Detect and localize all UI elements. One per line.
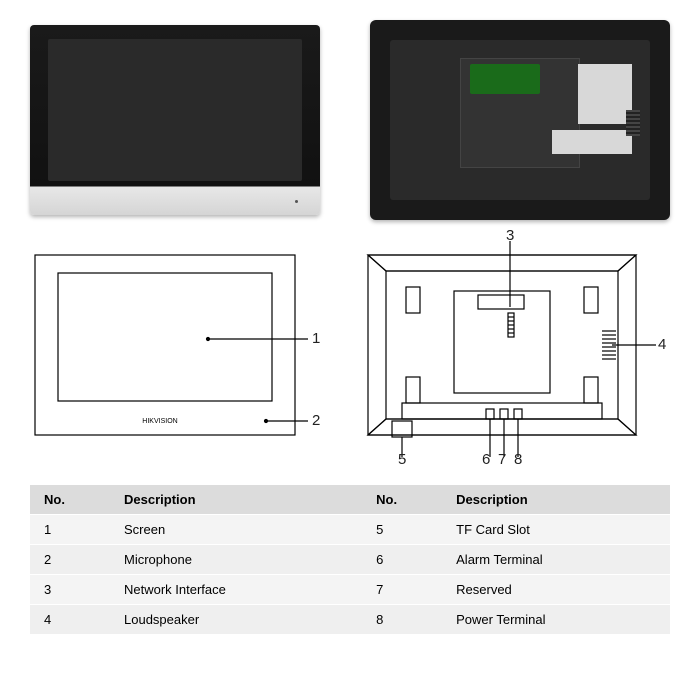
cell-desc: Reserved	[442, 575, 670, 605]
table-row: 4 Loudspeaker 8 Power Terminal	[30, 605, 670, 635]
cell-desc: Screen	[110, 515, 362, 545]
front-line-diagram: HIKVISION 1 2	[30, 245, 320, 455]
cell-no: 4	[30, 605, 110, 635]
speaker-grille	[626, 110, 640, 136]
callout-3: 3	[506, 227, 514, 244]
callout-1: 1	[312, 330, 320, 347]
cell-desc: TF Card Slot	[442, 515, 670, 545]
callout-2: 2	[312, 412, 320, 429]
col-desc-a: Description	[110, 485, 362, 515]
cell-no: 2	[30, 545, 110, 575]
callout-8: 8	[514, 451, 522, 468]
cell-desc: Network Interface	[110, 575, 362, 605]
callout-6: 6	[482, 451, 490, 468]
cell-no: 6	[362, 545, 442, 575]
brand-text: HIKVISION	[142, 418, 177, 425]
table-row: 3 Network Interface 7 Reserved	[30, 575, 670, 605]
rear-label-sticker-2	[552, 130, 632, 154]
callout-4: 4	[658, 336, 666, 353]
parts-table: No. Description No. Description 1 Screen…	[30, 485, 670, 635]
pcb-board	[470, 64, 540, 94]
product-front-photo	[30, 25, 320, 215]
cell-no: 8	[362, 605, 442, 635]
cell-no: 3	[30, 575, 110, 605]
table-row: 1 Screen 5 TF Card Slot	[30, 515, 670, 545]
callout-7: 7	[498, 451, 506, 468]
col-no-a: No.	[30, 485, 110, 515]
cell-no: 1	[30, 515, 110, 545]
callout-5: 5	[398, 451, 406, 468]
cell-desc: Power Terminal	[442, 605, 670, 635]
table-header-row: No. Description No. Description	[30, 485, 670, 515]
table-row: 2 Microphone 6 Alarm Terminal	[30, 545, 670, 575]
cell-desc: Loudspeaker	[110, 605, 362, 635]
cell-no: 7	[362, 575, 442, 605]
rear-label-sticker	[578, 64, 632, 124]
microphone-dot	[295, 200, 298, 203]
col-no-b: No.	[362, 485, 442, 515]
cell-desc: Microphone	[110, 545, 362, 575]
cell-desc: Alarm Terminal	[442, 545, 670, 575]
cell-no: 5	[362, 515, 442, 545]
back-line-diagram: 3 4 5 6 7 8	[350, 235, 670, 465]
col-desc-b: Description	[442, 485, 670, 515]
product-back-photo	[370, 20, 670, 220]
